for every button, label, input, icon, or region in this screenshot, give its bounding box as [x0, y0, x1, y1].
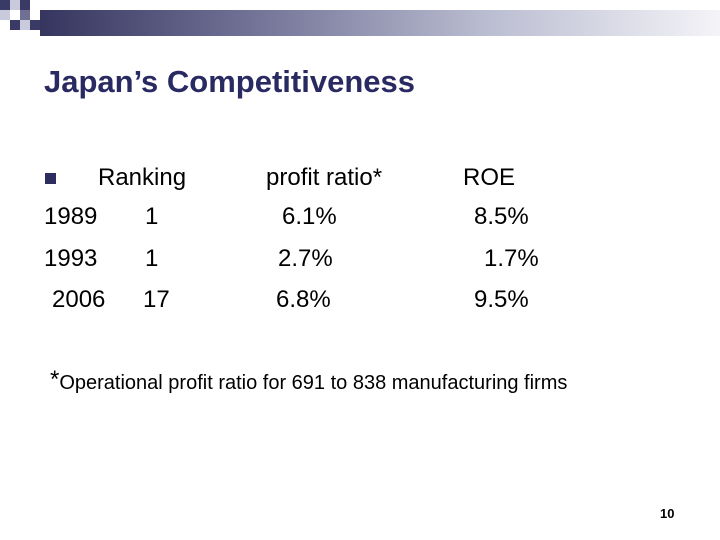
band-gradient [40, 10, 720, 36]
row-1989-profit-ratio: 6.1% [282, 203, 337, 230]
row-2006-ranking: 17 [143, 286, 170, 313]
decor-square-2 [10, 0, 20, 10]
decor-square-8 [20, 20, 30, 30]
decor-square-4 [0, 10, 10, 20]
page-number: 10 [660, 506, 675, 521]
decor-square-7 [10, 20, 20, 30]
row-2006-year: 2006 [52, 286, 106, 313]
row-2006-roe: 9.5% [474, 286, 529, 313]
header-roe: ROE [463, 164, 516, 191]
row-1989-roe: 8.5% [474, 203, 529, 230]
row-1993-year: 1993 [44, 245, 98, 272]
row-1993-profit-ratio: 2.7% [278, 245, 333, 272]
header-profit-ratio: profit ratio* [266, 164, 383, 191]
top-decorative-band [0, 0, 720, 40]
footnote-marker: * [50, 366, 60, 393]
header-ranking: Ranking [98, 164, 187, 191]
row-1993-ranking: 1 [145, 245, 159, 272]
square-bullet-icon [45, 173, 56, 184]
decor-square-9 [30, 20, 40, 30]
decor-square-5 [10, 10, 20, 20]
row-1993-roe: 1.7% [484, 245, 539, 272]
row-2006-profit-ratio: 6.8% [276, 286, 331, 313]
row-1989-ranking: 1 [145, 203, 159, 230]
footnote-text: Operational profit ratio for 691 to 838 … [59, 372, 568, 394]
decor-square-6 [20, 10, 30, 20]
decor-square-3 [20, 0, 30, 10]
row-1989-year: 1989 [44, 203, 98, 230]
slide-title: Japan’s Competitiveness [44, 64, 415, 99]
footnote: *Operational profit ratio for 691 to 838… [50, 366, 567, 395]
decor-square-1 [0, 0, 10, 10]
